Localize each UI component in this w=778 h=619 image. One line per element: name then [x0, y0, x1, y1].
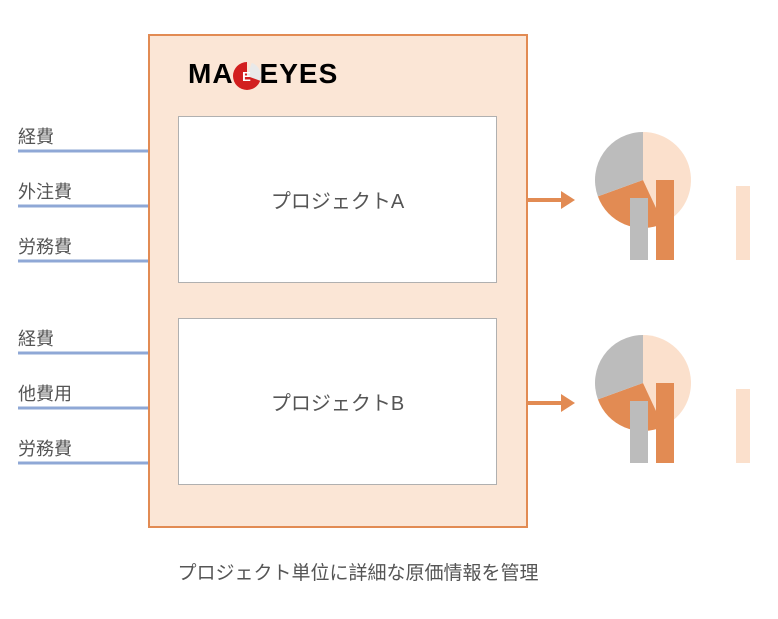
chart-0-bar-0 — [630, 198, 648, 260]
chart-0-pie-slice-0 — [643, 132, 691, 224]
chart-0-extra-bar — [736, 186, 750, 260]
inputs_a-label-1: 外注費 — [18, 178, 72, 204]
output-arrowhead-0 — [561, 191, 575, 209]
inputs_a-label-0: 経費 — [18, 123, 54, 149]
chart-1-bar-0 — [630, 401, 648, 463]
chart-0-bar-1 — [656, 180, 674, 260]
chart-1-bar-1 — [656, 383, 674, 463]
project-b-box: プロジェクトB — [178, 318, 497, 485]
output-arrowhead-1 — [561, 394, 575, 412]
chart-1-pie-slice-1 — [598, 383, 663, 431]
chart-1-pie-slice-0 — [643, 335, 691, 427]
inputs_b-label-2: 労務費 — [18, 435, 72, 461]
inputs_a-label-2: 労務費 — [18, 233, 72, 259]
logo-red-e-icon: E — [232, 61, 262, 91]
project-b-box-label: プロジェクトB — [271, 387, 404, 416]
project-a-box: プロジェクトA — [178, 116, 497, 283]
logo-prefix: MA — [188, 58, 234, 89]
logo-suffix: EYES — [260, 58, 339, 89]
chart-1-pie-slice-2 — [595, 335, 643, 399]
inputs_b-label-1: 他費用 — [18, 380, 72, 406]
svg-text:E: E — [242, 69, 252, 84]
diagram-caption: プロジェクト単位に詳細な原価情報を管理 — [148, 558, 568, 585]
maeyes-logo: MA E EYES — [188, 58, 338, 91]
inputs_b-label-0: 経費 — [18, 325, 54, 351]
project-a-box-label: プロジェクトA — [271, 185, 404, 214]
chart-0-pie-slice-1 — [598, 180, 663, 228]
chart-0-pie-slice-2 — [595, 132, 643, 196]
chart-1-extra-bar — [736, 389, 750, 463]
